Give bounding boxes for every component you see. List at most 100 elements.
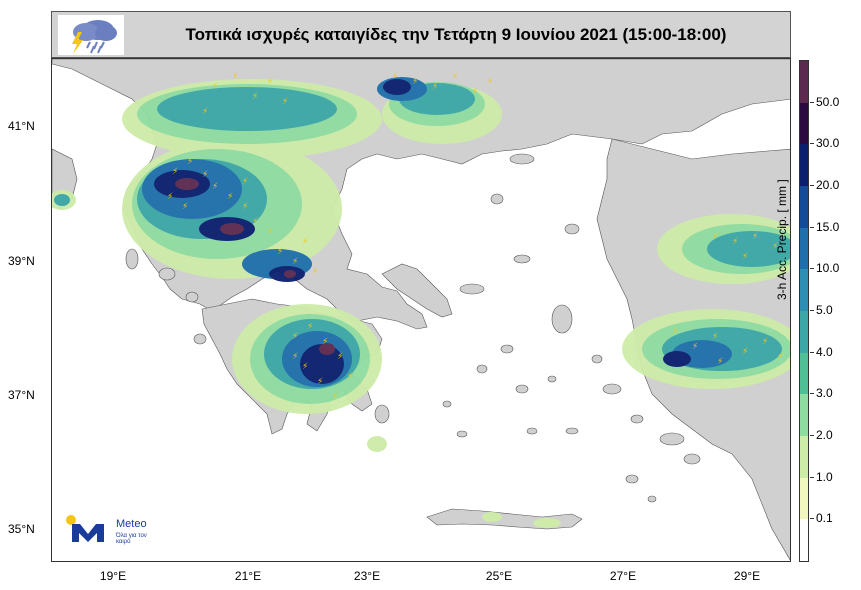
colorbar-tick xyxy=(810,101,814,103)
x-axis-label-25e: 25°E xyxy=(485,569,513,583)
colorbar-segment xyxy=(800,519,808,562)
x-axis-label-21e: 21°E xyxy=(234,569,262,583)
svg-text:⚡: ⚡ xyxy=(277,247,283,257)
svg-text:⚡: ⚡ xyxy=(412,77,418,87)
svg-text:⚡: ⚡ xyxy=(187,157,193,167)
colorbar-tick xyxy=(810,226,814,228)
svg-text:⚡: ⚡ xyxy=(307,322,313,332)
x-axis-label-29e: 29°E xyxy=(733,569,761,583)
svg-text:⚡: ⚡ xyxy=(212,182,218,192)
svg-text:⚡: ⚡ xyxy=(742,252,748,262)
svg-text:⚡: ⚡ xyxy=(712,332,718,342)
svg-text:⚡: ⚡ xyxy=(252,92,258,102)
colorbar-segment xyxy=(800,352,808,395)
svg-text:⚡: ⚡ xyxy=(167,192,173,202)
svg-text:⚡: ⚡ xyxy=(302,362,308,372)
svg-text:⚡: ⚡ xyxy=(242,202,248,212)
colorbar-tick xyxy=(810,518,814,520)
colorbar-label: 1.0 xyxy=(816,469,833,484)
y-axis-label-37n: 37°N xyxy=(8,388,35,402)
svg-text:⚡: ⚡ xyxy=(322,337,328,347)
meteo-logo-mark xyxy=(66,515,104,542)
svg-text:⚡: ⚡ xyxy=(282,97,288,107)
colorbar-title: 3-h Acc. Precip. [ mm ] xyxy=(775,179,789,300)
colorbar-segment xyxy=(800,269,808,312)
colorbar-tick xyxy=(810,435,814,436)
colorbar-label: 4.0 xyxy=(816,344,833,359)
precipitation-map: ⚡ ⚡ ⚡ ⚡ ⚡ ⚡ ⚡ ⚡ ⚡ ⚡ ⚡ ⚡ ⚡ ⚡ ⚡ ⚡ ⚡ ⚡ ⚡ ⚡ ⚡ ⚡ ⚡ ⚡ ⚡ ⚡ ⚡ ⚡ ⚡ ⚡ … xyxy=(51,58,791,562)
colorbar-segment xyxy=(800,394,808,437)
svg-text:⚡: ⚡ xyxy=(332,392,338,402)
svg-text:⚡: ⚡ xyxy=(742,347,748,357)
colorbar-label: 2.0 xyxy=(816,428,833,442)
svg-text:⚡: ⚡ xyxy=(392,72,398,82)
colorbar-segment xyxy=(800,477,808,520)
svg-text:⚡: ⚡ xyxy=(672,327,678,337)
svg-text:⚡: ⚡ xyxy=(202,170,208,180)
svg-text:⚡: ⚡ xyxy=(432,82,438,92)
precipitation-field xyxy=(52,77,790,528)
svg-text:⚡: ⚡ xyxy=(317,377,323,387)
svg-text:⚡: ⚡ xyxy=(292,257,298,267)
svg-text:⚡: ⚡ xyxy=(732,237,738,247)
colorbar-label: 50.0 xyxy=(816,94,840,109)
x-axis-label-27e: 27°E xyxy=(609,569,637,583)
colorbar-label: 20.0 xyxy=(816,178,840,192)
logo-name: Meteo xyxy=(116,518,147,530)
svg-text:⚡: ⚡ xyxy=(172,167,178,177)
colorbar-segment xyxy=(800,436,808,478)
svg-text:⚡: ⚡ xyxy=(252,217,258,227)
y-axis-label-35n: 35°N xyxy=(8,522,35,536)
svg-text:⚡: ⚡ xyxy=(762,337,768,347)
colorbar-tick xyxy=(810,143,814,145)
colorbar-label: 3.0 xyxy=(816,386,833,401)
svg-text:⚡: ⚡ xyxy=(302,237,308,247)
title-bar: Τοπικά ισχυρές καταιγίδες την Τετάρτη 9 … xyxy=(51,11,791,58)
colorbar-segment xyxy=(800,186,808,228)
colorbar-label: 15.0 xyxy=(816,219,840,234)
svg-text:⚡: ⚡ xyxy=(752,232,758,242)
thunderstorm-rain-icon xyxy=(58,15,124,55)
meteo-logo: Meteo Όλα για τον καιρό xyxy=(66,512,156,548)
svg-text:⚡: ⚡ xyxy=(452,72,458,82)
map-title: Τοπικά ισχυρές καταιγίδες την Τετάρτη 9 … xyxy=(185,24,727,44)
colorbar-segment xyxy=(800,102,808,145)
svg-text:⚡: ⚡ xyxy=(487,77,493,87)
svg-text:⚡: ⚡ xyxy=(242,177,248,187)
svg-text:⚡: ⚡ xyxy=(267,77,273,87)
svg-text:⚡: ⚡ xyxy=(292,352,298,362)
colorbar-tick xyxy=(810,393,814,395)
colorbar-tick xyxy=(810,476,814,478)
svg-text:⚡: ⚡ xyxy=(777,352,783,362)
colorbar-segment xyxy=(800,227,808,270)
colorbar-segment xyxy=(800,311,808,353)
colorbar-tick xyxy=(810,185,814,186)
svg-text:⚡: ⚡ xyxy=(772,242,778,252)
colorbar-tick xyxy=(810,268,814,270)
svg-text:⚡: ⚡ xyxy=(292,332,298,342)
colorbar-segment xyxy=(800,144,808,187)
svg-text:⚡: ⚡ xyxy=(212,82,218,92)
colorbar-label: 10.0 xyxy=(816,261,840,276)
colorbar-tick xyxy=(810,351,814,353)
lightning-markers: ⚡⚡⚡ ⚡⚡⚡ ⚡⚡⚡ ⚡⚡⚡ ⚡⚡⚡ ⚡⚡⚡ ⚡⚡⚡ ⚡⚡⚡ ⚡⚡⚡ ⚡⚡⚡ … xyxy=(167,72,783,402)
colorbar xyxy=(799,60,809,562)
colorbar-label: 5.0 xyxy=(816,303,833,317)
colorbar-label: 30.0 xyxy=(816,136,840,151)
colorbar-tick xyxy=(810,310,814,311)
svg-text:⚡: ⚡ xyxy=(472,87,478,97)
svg-text:⚡: ⚡ xyxy=(337,352,343,362)
svg-text:⚡: ⚡ xyxy=(232,72,238,82)
svg-text:⚡: ⚡ xyxy=(312,267,318,277)
colorbar-label: 0.1 xyxy=(816,511,833,526)
svg-text:⚡: ⚡ xyxy=(202,107,208,117)
svg-text:⚡: ⚡ xyxy=(347,372,353,382)
svg-text:⚡: ⚡ xyxy=(712,232,718,242)
svg-text:⚡: ⚡ xyxy=(227,192,233,202)
svg-text:⚡: ⚡ xyxy=(692,342,698,352)
colorbar-segment xyxy=(800,61,808,103)
svg-text:⚡: ⚡ xyxy=(717,357,723,367)
x-axis-label-23e: 23°E xyxy=(353,569,381,583)
y-axis-label-39n: 39°N xyxy=(8,254,35,268)
y-axis-label-41n: 41°N xyxy=(8,119,35,133)
